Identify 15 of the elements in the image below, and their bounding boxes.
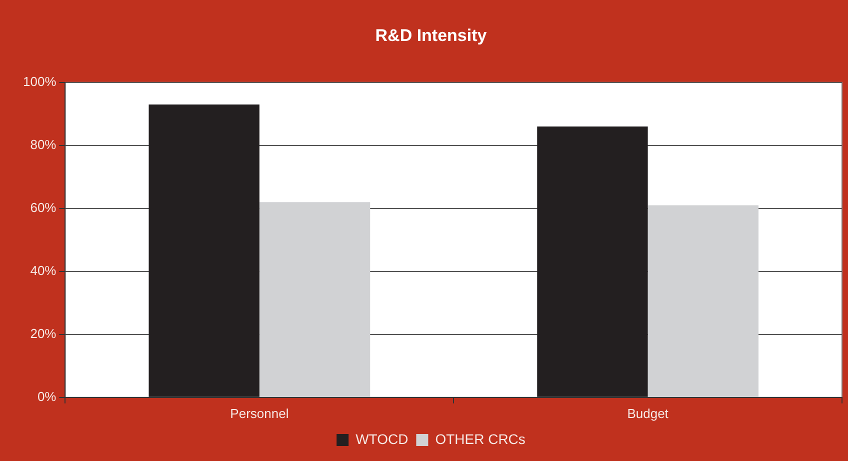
y-tick-label: 40% [30, 262, 57, 278]
y-tick-label: 20% [30, 326, 57, 341]
y-tick-label: 0% [37, 388, 57, 404]
legend-label: WTOCD [356, 430, 408, 447]
legend-label: OTHER CRCs [435, 430, 526, 447]
bar [537, 126, 648, 397]
x-tick-label: Budget [627, 406, 669, 421]
y-tick-label: 100% [23, 74, 57, 89]
bar [259, 202, 370, 397]
chart-title: R&D Intensity [375, 26, 488, 45]
y-tick-label: 80% [30, 136, 57, 152]
bar [648, 205, 758, 397]
y-tick-label: 60% [30, 200, 57, 215]
bar [148, 104, 260, 397]
x-tick-label: Personnel [230, 406, 289, 421]
